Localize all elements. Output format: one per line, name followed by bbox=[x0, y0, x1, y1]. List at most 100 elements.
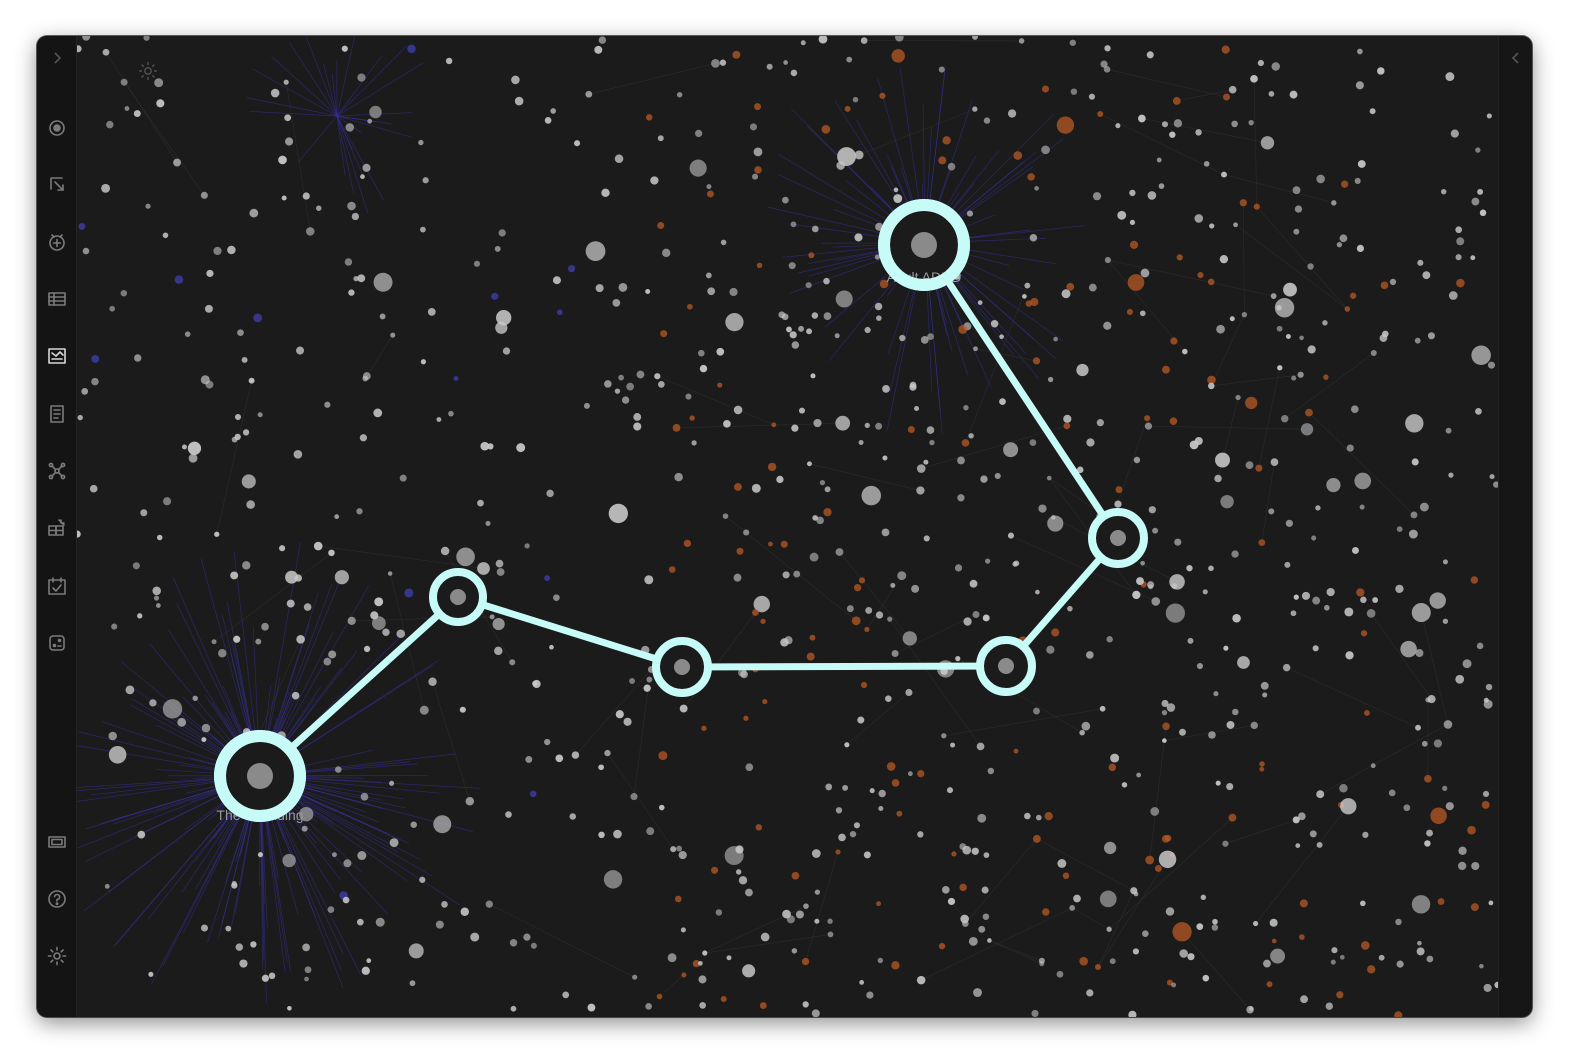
graph-node[interactable] bbox=[1285, 519, 1293, 527]
graph-node[interactable] bbox=[124, 106, 130, 111]
graph-node[interactable] bbox=[947, 162, 956, 171]
graph-node[interactable] bbox=[987, 938, 992, 943]
graph-node[interactable] bbox=[694, 129, 703, 138]
graph-node[interactable] bbox=[1063, 414, 1072, 423]
graph-node[interactable] bbox=[188, 453, 198, 463]
graph-node[interactable] bbox=[723, 420, 731, 428]
graph-node[interactable] bbox=[420, 359, 427, 365]
graph-node[interactable] bbox=[1250, 721, 1258, 730]
graph-node[interactable] bbox=[990, 320, 999, 328]
graph-node[interactable] bbox=[1263, 959, 1271, 968]
graph-node[interactable] bbox=[453, 376, 459, 381]
graph-node[interactable] bbox=[1443, 720, 1453, 729]
new-note-icon[interactable] bbox=[45, 230, 69, 254]
graph-node[interactable] bbox=[874, 302, 883, 311]
graph-node[interactable] bbox=[1458, 846, 1467, 855]
graph-node[interactable] bbox=[760, 618, 766, 624]
graph-node[interactable] bbox=[480, 441, 490, 451]
graph-node[interactable] bbox=[1344, 306, 1351, 312]
graph-node[interactable] bbox=[790, 221, 797, 228]
graph-node[interactable] bbox=[132, 562, 140, 570]
graph-node[interactable] bbox=[1322, 320, 1328, 326]
graph-node[interactable] bbox=[1483, 983, 1492, 993]
graph-node[interactable] bbox=[125, 685, 135, 695]
graph-node[interactable] bbox=[879, 279, 889, 289]
graph-node[interactable] bbox=[204, 304, 213, 313]
graph-node[interactable] bbox=[811, 849, 821, 858]
dice-icon[interactable] bbox=[45, 631, 69, 655]
graph-node[interactable] bbox=[1106, 636, 1113, 643]
graph-node[interactable] bbox=[1253, 203, 1260, 210]
graph-node[interactable] bbox=[1103, 65, 1111, 73]
graph-node[interactable] bbox=[697, 960, 703, 966]
graph-node[interactable] bbox=[1232, 708, 1239, 716]
graph-node[interactable] bbox=[1156, 157, 1162, 163]
graph-node[interactable] bbox=[230, 571, 239, 580]
graph-node[interactable] bbox=[369, 105, 382, 119]
graph-node[interactable] bbox=[255, 638, 262, 645]
graph-node[interactable] bbox=[1034, 186, 1039, 191]
graph-node[interactable] bbox=[725, 313, 744, 332]
graph-node[interactable] bbox=[766, 63, 773, 70]
graph-node[interactable] bbox=[304, 976, 309, 982]
graph-node[interactable] bbox=[1340, 798, 1357, 815]
graph-node[interactable] bbox=[706, 190, 714, 198]
graph-node[interactable] bbox=[1339, 954, 1345, 960]
graph-node[interactable] bbox=[1223, 645, 1229, 651]
graph-node[interactable] bbox=[865, 607, 873, 614]
graph-node[interactable] bbox=[1136, 772, 1142, 778]
graph-node[interactable] bbox=[1415, 649, 1424, 658]
graph-node[interactable] bbox=[879, 92, 886, 99]
graph-node[interactable] bbox=[1033, 707, 1040, 715]
graph-node[interactable] bbox=[241, 356, 248, 363]
graph-node[interactable] bbox=[966, 210, 974, 217]
graph-node[interactable] bbox=[1283, 282, 1297, 297]
graph-node[interactable] bbox=[863, 851, 871, 859]
graph-node[interactable] bbox=[419, 876, 426, 883]
graph-node[interactable] bbox=[162, 699, 183, 719]
graph-node[interactable] bbox=[1307, 345, 1316, 354]
graph-node[interactable] bbox=[366, 958, 372, 964]
graph-node[interactable] bbox=[756, 262, 763, 269]
graph-node[interactable] bbox=[1331, 200, 1337, 206]
graph-node[interactable] bbox=[958, 324, 968, 334]
graph-node[interactable] bbox=[344, 258, 353, 266]
graph-node[interactable] bbox=[1483, 699, 1493, 709]
graph-node[interactable] bbox=[1357, 160, 1366, 168]
graph-node[interactable] bbox=[959, 883, 967, 892]
graph-node[interactable] bbox=[1215, 780, 1221, 786]
graph-node[interactable] bbox=[726, 955, 732, 961]
graph-node[interactable] bbox=[1426, 829, 1433, 837]
graph-node[interactable] bbox=[977, 300, 983, 305]
graph-node[interactable] bbox=[546, 489, 554, 498]
graph-node[interactable] bbox=[257, 852, 263, 858]
graph-node[interactable] bbox=[706, 184, 712, 190]
graph-node[interactable] bbox=[1237, 656, 1250, 669]
graph-node[interactable] bbox=[1213, 691, 1219, 697]
graph-node[interactable] bbox=[807, 461, 812, 467]
graph-node[interactable] bbox=[1162, 738, 1167, 743]
graph-node[interactable] bbox=[335, 766, 342, 773]
graph-node[interactable] bbox=[324, 401, 331, 408]
graph-node[interactable] bbox=[1047, 515, 1064, 532]
dashboard-icon[interactable] bbox=[45, 516, 69, 540]
graph-node[interactable] bbox=[1285, 334, 1291, 339]
graph-node[interactable] bbox=[234, 413, 242, 421]
graph-node[interactable] bbox=[153, 595, 160, 601]
graph-node[interactable] bbox=[926, 426, 935, 434]
graph-node[interactable] bbox=[1369, 108, 1376, 115]
graph-node[interactable] bbox=[1433, 739, 1443, 748]
graph-node[interactable] bbox=[793, 570, 801, 578]
graph-node[interactable] bbox=[1445, 802, 1454, 811]
graph-node[interactable] bbox=[1470, 255, 1476, 261]
graph-node[interactable] bbox=[91, 377, 99, 386]
graph-node[interactable] bbox=[1170, 337, 1178, 345]
graph-node[interactable] bbox=[614, 154, 624, 163]
graph-node[interactable] bbox=[530, 942, 537, 949]
graph-node[interactable] bbox=[963, 404, 969, 411]
graph-node[interactable] bbox=[456, 547, 475, 567]
graph-node[interactable] bbox=[1462, 659, 1472, 669]
graph-node[interactable] bbox=[1455, 254, 1462, 261]
graph-node[interactable] bbox=[250, 941, 257, 948]
graph-node[interactable] bbox=[633, 413, 642, 421]
